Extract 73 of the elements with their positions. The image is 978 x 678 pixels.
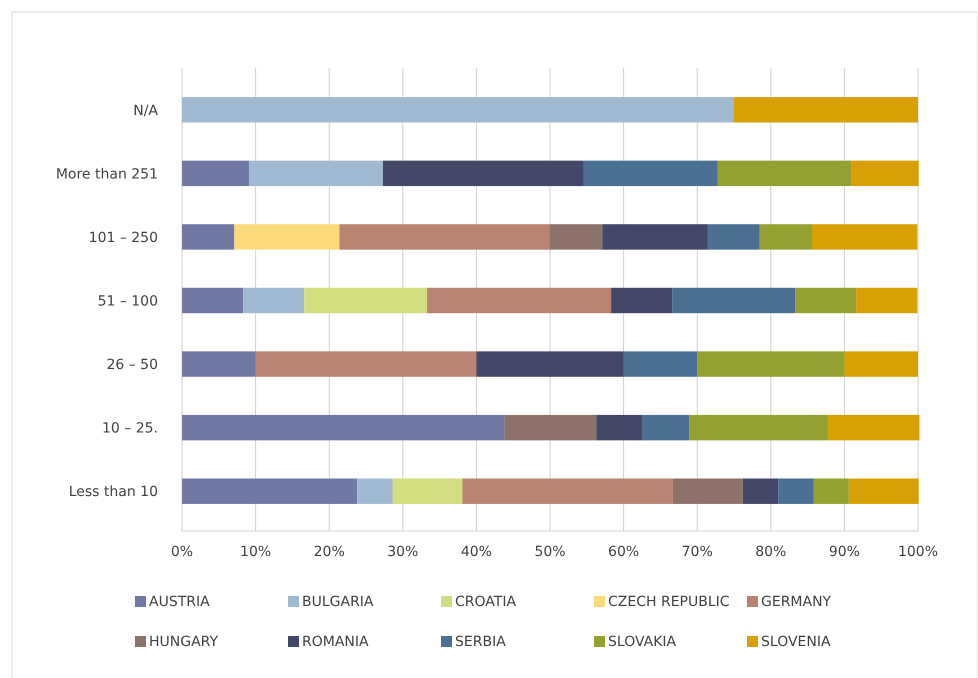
x-tick-label: 70%: [682, 544, 713, 560]
bar: [852, 160, 919, 186]
bar: [848, 478, 919, 504]
y-tick-label: N/A: [133, 102, 158, 119]
y-tick-label: 101 – 250: [88, 230, 158, 246]
bar: [672, 288, 796, 314]
legend-label: HUNGARY: [149, 634, 219, 650]
x-tick-label: 20%: [314, 544, 345, 560]
bar: [427, 288, 612, 314]
bar: [624, 351, 698, 377]
bar: [256, 351, 476, 377]
x-tick-label: 0%: [170, 544, 194, 560]
y-tick-label: Less than 10: [68, 484, 158, 500]
bar: [844, 351, 918, 377]
bar: [812, 224, 918, 250]
bar: [596, 414, 643, 440]
bar: [382, 160, 584, 186]
bar: [778, 478, 814, 504]
bar: [182, 288, 244, 314]
bar: [697, 351, 844, 377]
bar: [718, 160, 852, 186]
bar: [392, 478, 462, 504]
y-tick-label: 26 – 50: [106, 357, 158, 374]
bar: [584, 160, 718, 186]
bar: [827, 414, 920, 440]
legend-label: CZECH REPUBLIC: [608, 594, 730, 610]
bar: [672, 478, 743, 504]
legend-label: ROMANIA: [302, 634, 370, 650]
bar: [642, 414, 690, 440]
bar: [182, 97, 734, 122]
bar: [856, 288, 918, 314]
bar: [476, 351, 624, 377]
legend-label: GERMANY: [761, 594, 832, 610]
bar: [760, 224, 812, 250]
bar: [182, 160, 249, 186]
bar: [234, 224, 340, 250]
bar: [304, 288, 428, 314]
legend-label: SLOVAKIA: [608, 634, 677, 650]
bar: [243, 288, 304, 314]
bar: [742, 478, 778, 504]
bar: [689, 414, 828, 440]
bar: [813, 478, 849, 504]
x-tick-label: 90%: [828, 544, 860, 560]
bar: [182, 414, 504, 440]
bar: [708, 224, 760, 250]
bar: [734, 97, 918, 122]
x-tick-label: 10%: [240, 544, 272, 560]
x-tick-label: 50%: [534, 544, 566, 560]
x-tick-label: 80%: [755, 544, 786, 560]
bar: [340, 224, 550, 250]
bar: [504, 414, 596, 440]
x-tick-label: 40%: [460, 544, 492, 560]
x-tick-label: 100%: [898, 544, 938, 560]
bar: [611, 288, 672, 314]
bar: [462, 478, 673, 504]
bar: [357, 478, 392, 504]
legend-label: SERBIA: [455, 634, 506, 650]
bar: [182, 478, 358, 504]
legend-label: CROATIA: [455, 594, 516, 610]
legend-label: AUSTRIA: [149, 594, 210, 610]
legend-label: SLOVENIA: [761, 634, 831, 650]
y-tick-label: More than 251: [56, 166, 158, 182]
bar: [602, 224, 708, 250]
bar: [550, 224, 602, 250]
legend-label: BULGARIA: [302, 594, 374, 610]
bar: [248, 160, 383, 186]
bar: [182, 351, 256, 377]
x-tick-label: 60%: [608, 544, 640, 560]
bar: [795, 288, 856, 314]
y-tick-label: 51 – 100: [98, 294, 158, 310]
bar: [182, 224, 234, 250]
y-tick-label: 10 – 25.: [102, 420, 158, 437]
x-tick-label: 30%: [387, 544, 418, 560]
